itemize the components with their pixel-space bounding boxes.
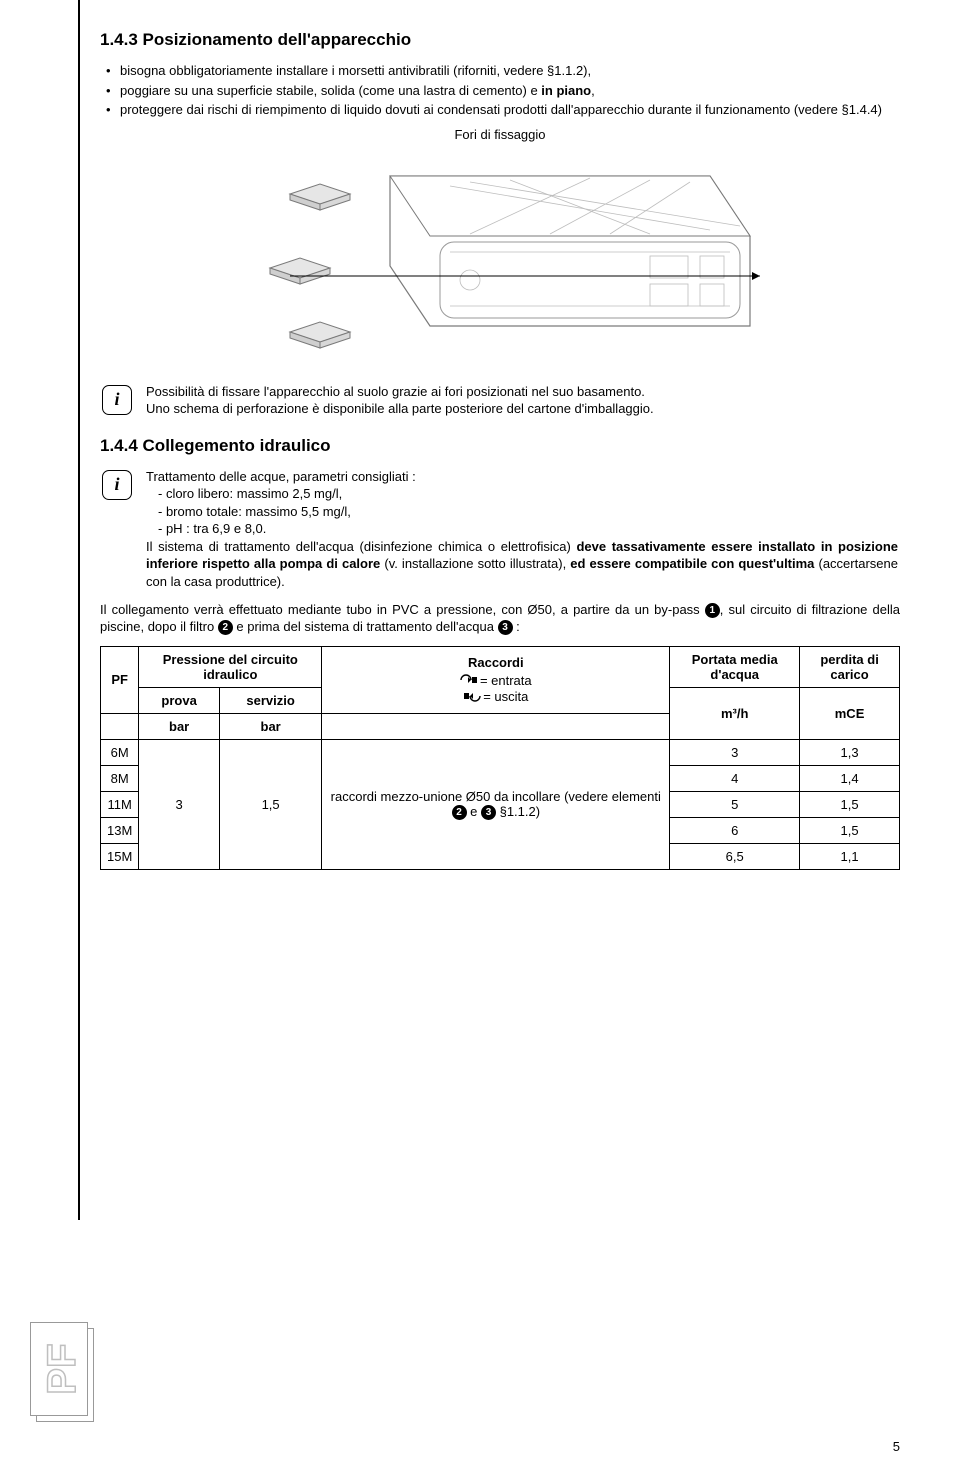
info1-line2: Uno schema di perforazione è disponibile… xyxy=(146,400,898,418)
th-pf: PF xyxy=(101,646,139,713)
info-icon: i xyxy=(102,385,132,415)
arrow-in-icon xyxy=(460,674,478,689)
info-box-water: i Trattamento delle acque, parametri con… xyxy=(100,468,900,591)
fori-di-fissaggio-label: Fori di fissaggio xyxy=(100,127,900,142)
th-uscita: = uscita xyxy=(483,689,528,704)
cell-pf: 8M xyxy=(101,765,139,791)
coll-pre: Il collegamento verrà effettuato mediant… xyxy=(100,602,705,617)
th-prova: prova xyxy=(139,687,220,713)
cell-portata: 6 xyxy=(670,817,800,843)
cell-raccordi: raccordi mezzo-unione Ø50 da incollare (… xyxy=(322,739,670,869)
bullet-2b: in piano xyxy=(541,83,591,98)
info2-li2: - bromo totale: massimo 5,5 mg/l, xyxy=(146,503,898,521)
pf-badge: PF xyxy=(30,1322,94,1422)
circled-2-icon: 2 xyxy=(218,620,233,635)
raccordi-b: §1.1.2) xyxy=(496,804,540,819)
cell-pf: 13M xyxy=(101,817,139,843)
vertical-rule xyxy=(78,0,80,1220)
circled-1-icon: 1 xyxy=(705,603,720,618)
page-number: 5 xyxy=(893,1439,900,1454)
coll-post: : xyxy=(513,619,520,634)
cell-portata: 3 xyxy=(670,739,800,765)
cell-perdita: 1,1 xyxy=(800,843,900,869)
circled-3-icon: 3 xyxy=(481,805,496,820)
th-bar1: bar xyxy=(139,713,220,739)
section-144-title: 1.4.4 Collegemento idraulico xyxy=(100,436,900,456)
th-servizio: servizio xyxy=(219,687,321,713)
info1-line1: Possibilità di fissare l'apparecchio al … xyxy=(146,383,898,401)
bullet-3: proteggere dai rischi di riempimento di … xyxy=(106,101,900,119)
th-bar2: bar xyxy=(219,713,321,739)
cell-prova: 3 xyxy=(139,739,220,869)
cell-pf: 15M xyxy=(101,843,139,869)
info2-body: Il sistema di trattamento dell'acqua (di… xyxy=(146,538,898,591)
th-m3h: m³/h xyxy=(670,687,800,739)
info-box-fixing: i Possibilità di fissare l'apparecchio a… xyxy=(100,383,900,418)
th-mce: mCE xyxy=(800,687,900,739)
arrow-out-icon xyxy=(463,690,481,705)
th-entrata: = entrata xyxy=(480,673,532,688)
raccordi-mid: e xyxy=(467,804,481,819)
bullet-1: bisogna obbligatoriamente installare i m… xyxy=(106,62,900,80)
cell-perdita: 1,4 xyxy=(800,765,900,791)
cell-pf: 11M xyxy=(101,791,139,817)
cell-perdita: 1,5 xyxy=(800,791,900,817)
section-143-bullets: bisogna obbligatoriamente installare i m… xyxy=(100,62,900,119)
table-row: 6M 3 1,5 raccordi mezzo-unione Ø50 da in… xyxy=(101,739,900,765)
cell-pf: 6M xyxy=(101,739,139,765)
cell-portata: 6,5 xyxy=(670,843,800,869)
pf-text: PF xyxy=(40,1343,81,1394)
device-base-diagram xyxy=(100,146,900,359)
cell-perdita: 1,3 xyxy=(800,739,900,765)
info-text-water: Trattamento delle acque, parametri consi… xyxy=(146,468,898,591)
cell-portata: 4 xyxy=(670,765,800,791)
raccordi-a: raccordi mezzo-unione Ø50 da incollare (… xyxy=(331,789,661,804)
circled-2-icon: 2 xyxy=(452,805,467,820)
th-pressione: Pressione del circuito idraulico xyxy=(139,646,322,687)
info2-body-mid: (v. installazione sotto illustrata), xyxy=(380,556,570,571)
info2-li3: - pH : tra 6,9 e 8,0. xyxy=(146,520,898,538)
th-raccordi-empty xyxy=(322,713,670,739)
info2-intro: Trattamento delle acque, parametri consi… xyxy=(146,468,898,486)
bullet-2c: , xyxy=(591,83,595,98)
coll-mid2: e prima del sistema di trattamento dell'… xyxy=(233,619,498,634)
info2-li1: - cloro libero: massimo 2,5 mg/l, xyxy=(146,485,898,503)
info2-body-pre: Il sistema di trattamento dell'acqua (di… xyxy=(146,539,576,554)
th-perdita: perdita di carico xyxy=(800,646,900,687)
th-raccordi-label: Raccordi xyxy=(328,655,663,670)
section-143-title: 1.4.3 Posizionamento dell'apparecchio xyxy=(100,30,900,50)
th-empty xyxy=(101,713,139,739)
cell-servizio: 1,5 xyxy=(219,739,321,869)
collegamento-paragraph: Il collegamento verrà effettuato mediant… xyxy=(100,601,900,636)
bullet-2a: poggiare su una superficie stabile, soli… xyxy=(120,83,541,98)
info2-body-bold2: ed essere compatibile con quest'ultima xyxy=(570,556,814,571)
cell-perdita: 1,5 xyxy=(800,817,900,843)
bullet-2: poggiare su una superficie stabile, soli… xyxy=(106,82,900,100)
circled-3-icon: 3 xyxy=(498,620,513,635)
th-portata: Portata media d'acqua xyxy=(670,646,800,687)
hydraulic-table: PF Pressione del circuito idraulico Racc… xyxy=(100,646,900,870)
cell-portata: 5 xyxy=(670,791,800,817)
info-text-fixing: Possibilità di fissare l'apparecchio al … xyxy=(146,383,898,418)
th-raccordi: Raccordi = entrata = uscita xyxy=(322,646,670,713)
info-icon: i xyxy=(102,470,132,500)
